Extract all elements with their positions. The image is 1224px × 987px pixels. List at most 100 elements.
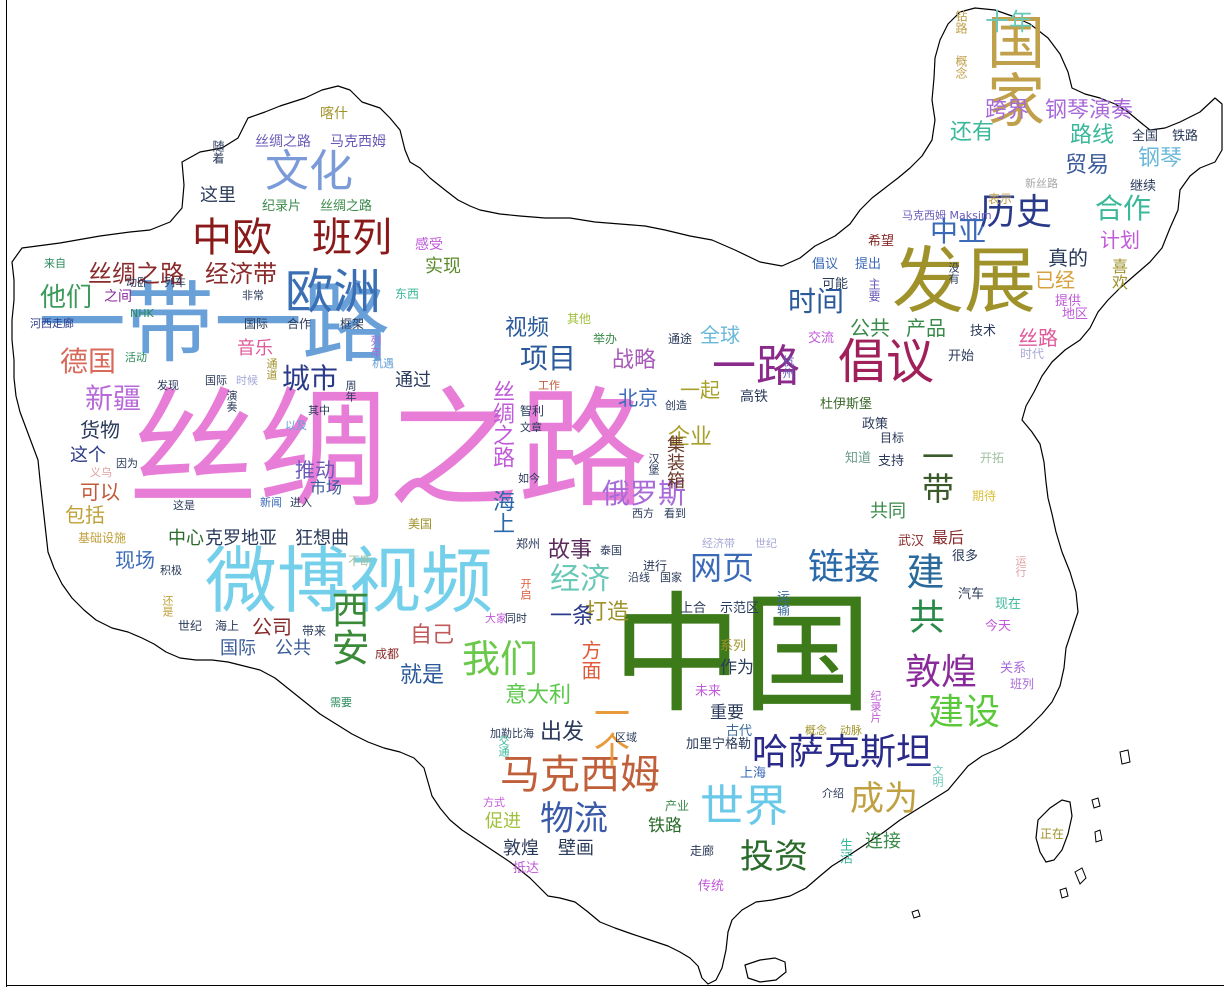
cloud-word: 积极 xyxy=(160,564,182,577)
cloud-word: 郑州 xyxy=(516,537,541,551)
cloud-word: 产业 xyxy=(665,799,690,813)
cloud-word: 加勒比海 xyxy=(490,727,534,740)
cloud-word: 建 xyxy=(900,552,944,590)
cloud-word: 微博视频 xyxy=(205,539,494,623)
cloud-word: 国际 xyxy=(220,638,256,659)
cloud-word: 文章 xyxy=(520,421,542,434)
cloud-word: 概念 xyxy=(805,724,827,737)
cloud-word: 连接 xyxy=(865,831,901,852)
cloud-word: 成都 xyxy=(375,647,400,661)
cloud-word: 可能 xyxy=(822,277,849,292)
cloud-word: 中心 xyxy=(168,528,204,549)
cloud-word: 共同 xyxy=(870,501,906,522)
cloud-word: 倡议 xyxy=(812,257,839,272)
cloud-word: 希望 xyxy=(868,234,895,249)
cloud-word: 出发 xyxy=(540,720,585,745)
cloud-word: 进入 xyxy=(290,496,312,509)
cloud-word: 工作 xyxy=(538,379,560,392)
cloud-word: 运行 xyxy=(1014,555,1027,577)
cloud-word: 还有 xyxy=(950,120,995,145)
cloud-word: 通途 xyxy=(668,332,693,346)
cloud-word: 哈萨克斯坦 xyxy=(752,732,933,773)
cloud-word: 公共 xyxy=(275,638,311,659)
cloud-word: 西方 xyxy=(632,507,654,520)
island-b xyxy=(1094,829,1103,843)
cloud-word: 国家 xyxy=(660,571,682,584)
cloud-word: 链接 xyxy=(808,547,881,588)
cloud-word: 加里宁格勒 xyxy=(686,737,752,752)
cloud-word: 提供 xyxy=(1055,294,1082,309)
cloud-word: 之间 xyxy=(104,289,132,305)
cloud-word: 敦煌 xyxy=(503,838,539,859)
cloud-word: 时间 xyxy=(788,285,845,318)
cloud-word: 美国 xyxy=(408,517,433,531)
cloud-word: 市场 xyxy=(310,478,343,497)
mainland-outline xyxy=(11,7,1223,985)
cloud-word: 钻路 xyxy=(954,10,968,34)
cloud-word: 生活 xyxy=(837,838,852,864)
cloud-word: 上合 xyxy=(680,601,707,616)
cloud-word: 一带一路 xyxy=(38,272,391,375)
cloud-word: 发现 xyxy=(157,379,179,392)
cloud-word: 未来 xyxy=(695,684,722,699)
cloud-word: 关系 xyxy=(1000,661,1027,676)
island-c xyxy=(1119,749,1131,765)
cloud-word: 欧洲 xyxy=(285,264,382,320)
cloud-word: 发展 xyxy=(892,239,1037,323)
cloud-word: 正在 xyxy=(1040,827,1065,841)
cloud-word: 方式 xyxy=(483,796,505,809)
cloud-word: 钢琴 xyxy=(1138,146,1183,171)
cloud-word: 喀什 xyxy=(320,106,348,122)
cloud-word: 政策 xyxy=(862,417,889,432)
cloud-word: 现场 xyxy=(115,548,155,572)
cloud-word: 计划 xyxy=(1100,228,1140,252)
cloud-word: 新丝路 xyxy=(1025,177,1058,190)
cloud-word: 历史 xyxy=(980,192,1053,233)
cloud-word: 泰国 xyxy=(600,544,622,557)
cloud-word: 打造 xyxy=(585,600,630,625)
cloud-word: 已经 xyxy=(1035,268,1075,292)
cloud-word: 抵达 xyxy=(513,861,540,876)
cloud-word: 西安 xyxy=(325,590,369,666)
cloud-word: 目标 xyxy=(880,431,905,445)
cloud-word: 同时 xyxy=(505,612,527,625)
cloud-word: 走廊 xyxy=(690,844,715,858)
cloud-word: 一起 xyxy=(680,378,720,402)
cloud-word: 沿线 xyxy=(628,571,650,584)
cloud-word: 贸易 xyxy=(1065,153,1110,178)
cloud-word: 今天 xyxy=(985,619,1012,634)
cloud-word: 中亚 xyxy=(930,215,987,248)
cloud-word: 文明 xyxy=(931,765,944,787)
cloud-word: 时代 xyxy=(1020,347,1045,361)
cloud-word: 来自 xyxy=(44,257,66,270)
frame-left-edge xyxy=(6,0,7,987)
cloud-word: 新疆 xyxy=(85,382,142,415)
cloud-word: 十年 xyxy=(985,8,1033,36)
cloud-word: 继续 xyxy=(1130,179,1157,194)
cloud-word: 真的 xyxy=(1048,246,1088,270)
cloud-word: 很多 xyxy=(952,549,979,564)
cloud-word: 技术 xyxy=(970,324,997,339)
cloud-word: 纪录片 xyxy=(869,690,882,723)
cloud-word: 马克西姆 xyxy=(330,134,386,150)
island-a xyxy=(1074,867,1087,885)
cloud-word: 建设 xyxy=(928,692,1001,733)
cloud-word: 敦煌 xyxy=(905,652,978,693)
cloud-word: 自己 xyxy=(410,623,455,648)
cloud-word: 北京 xyxy=(618,386,658,410)
island-e xyxy=(1091,797,1101,809)
cloud-word: 不断 xyxy=(348,554,373,568)
cloud-word: 创造 xyxy=(665,399,687,412)
cloud-word: 现在 xyxy=(995,597,1022,612)
cloud-word: 通过 xyxy=(395,370,431,391)
cloud-word: 中国 xyxy=(612,579,873,731)
cloud-word: 班列 xyxy=(1010,677,1035,691)
cloud-word: 其中 xyxy=(308,404,330,417)
cloud-word: 世界 xyxy=(700,781,788,832)
cloud-word: 马克西姆 xyxy=(500,752,660,798)
cloud-word: 交流 xyxy=(808,331,835,346)
cloud-word: 交通 xyxy=(497,735,510,757)
cloud-word: 一路 xyxy=(712,341,800,392)
cloud-word: 河西走廊 xyxy=(30,317,74,330)
